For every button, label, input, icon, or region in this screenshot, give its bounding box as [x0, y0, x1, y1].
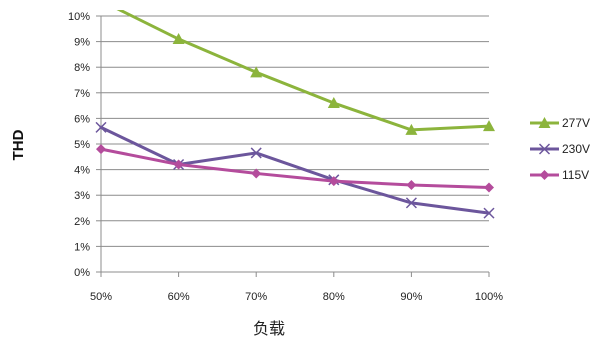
y-tick-label: 0%: [74, 267, 90, 279]
data-point-115v: [251, 168, 262, 179]
data-point-277v: [327, 97, 340, 109]
y-tick-label: 8%: [74, 62, 90, 74]
y-tick-label: 5%: [74, 139, 90, 151]
legend-item-277v: 277V: [530, 116, 590, 130]
y-tick-label: 10%: [68, 11, 90, 23]
legend: 277V 230V 115V: [530, 116, 590, 182]
y-tick-label: 3%: [74, 190, 90, 202]
grid-lines: [96, 15, 490, 277]
data-point-277v: [405, 123, 418, 135]
x-tick-label: 80%: [323, 291, 345, 303]
legend-label: 277V: [562, 116, 590, 130]
data-point-230v: [95, 121, 107, 133]
series-line-230v: [99, 125, 491, 215]
data-point-230v: [483, 207, 495, 219]
y-tick-label: 2%: [74, 216, 90, 228]
data-point-115v: [328, 176, 339, 187]
y-tick-labels: 0% 1% 2% 3% 4% 5% 6% 7% 8% 9% 10%: [68, 11, 90, 279]
series-layer: [95, 10, 495, 219]
y-tick-label: 4%: [74, 165, 90, 177]
data-point-115v: [406, 179, 417, 190]
data-point-230v: [250, 147, 262, 159]
y-tick-label: 7%: [74, 88, 90, 100]
legend-item-230v: 230V: [530, 142, 590, 156]
series-line-115v: [99, 147, 491, 190]
x-tick-labels: 50% 60% 70% 80% 90% 100%: [90, 291, 503, 303]
x-tick-label: 100%: [475, 291, 503, 303]
data-point-115v: [484, 182, 494, 193]
data-point-230v: [405, 197, 417, 209]
x-tick-label: 70%: [245, 291, 267, 303]
legend-marker: [538, 117, 551, 128]
series-line-277v: [116, 10, 491, 132]
legend-label: 115V: [562, 168, 589, 182]
legend-marker: [538, 143, 551, 155]
x-axis-title: 负载: [253, 319, 285, 338]
legend-item-115v: 115V: [530, 168, 589, 182]
data-point-277v: [250, 66, 263, 78]
data-point-115v: [173, 159, 184, 170]
data-point-277v: [172, 33, 185, 45]
y-tick-label: 1%: [74, 241, 90, 253]
y-tick-label: 6%: [74, 113, 90, 125]
x-tick-label: 90%: [400, 291, 422, 303]
data-point-115v: [96, 144, 106, 155]
y-tick-label: 9%: [74, 37, 90, 49]
data-point-277v: [483, 120, 495, 132]
x-tick-label: 50%: [90, 291, 112, 303]
x-tick-label: 60%: [168, 291, 190, 303]
legend-label: 230V: [562, 142, 590, 156]
legend-marker: [539, 170, 550, 180]
y-axis-title: THD: [10, 129, 27, 160]
